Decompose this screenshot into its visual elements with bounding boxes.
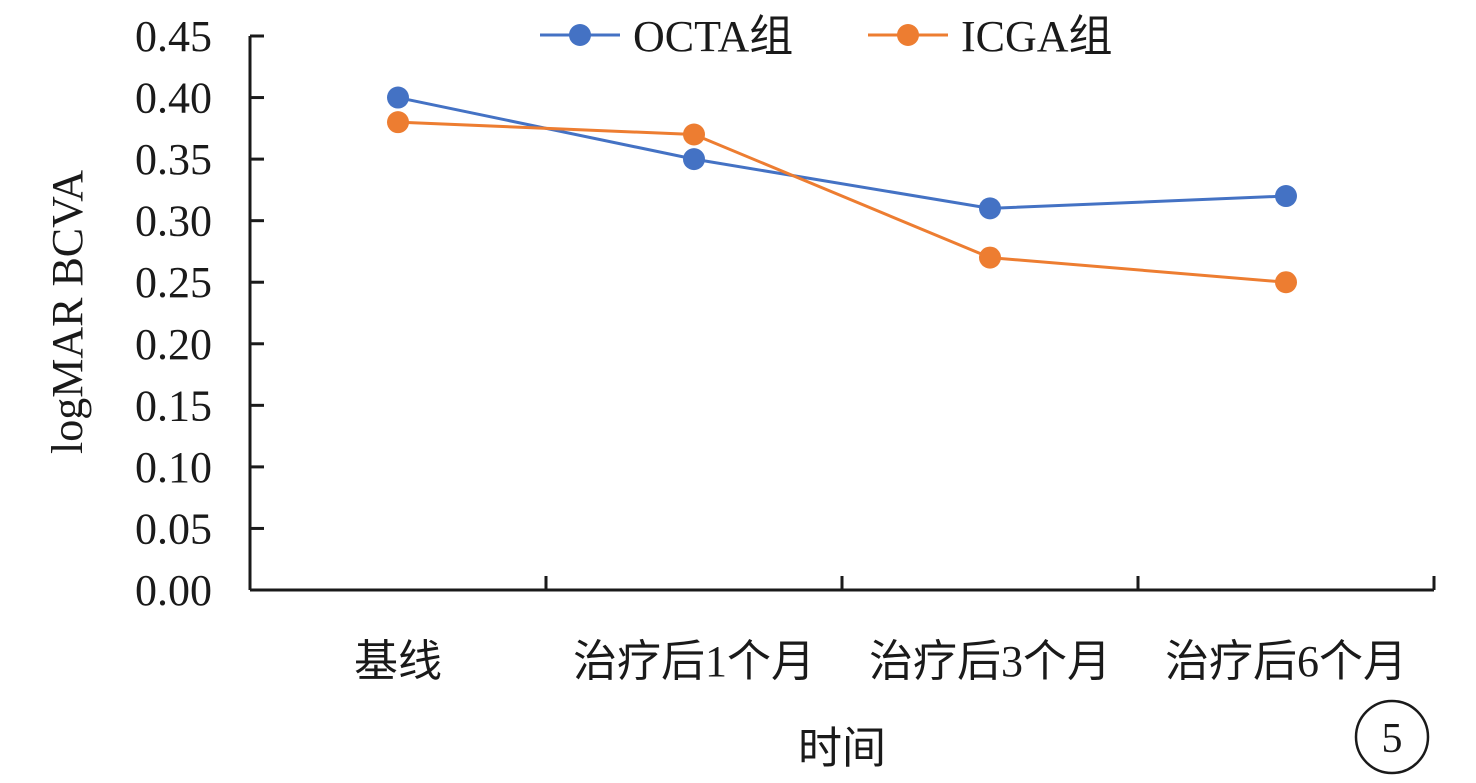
y-tick-label: 0.05 (135, 504, 212, 553)
data-point (683, 148, 705, 171)
y-axis: 0.00 0.05 0.10 0.15 0.20 0.25 0.30 0.35 0.40 0.45 (135, 12, 264, 615)
data-point (387, 111, 409, 134)
y-tick-label: 0.25 (135, 258, 212, 307)
x-tick-label: 基线 (354, 637, 442, 686)
y-tick-label: 0.20 (135, 320, 212, 369)
x-tick-label: 治疗后3个月 (869, 637, 1111, 686)
legend-item: OCTA组 (540, 12, 793, 61)
y-tick-label: 0.00 (135, 566, 212, 615)
legend-label: OCTA组 (633, 12, 793, 61)
x-tick-label: 治疗后6个月 (1165, 637, 1407, 686)
panel-badge-label: 5 (1382, 716, 1403, 762)
y-tick-label: 0.35 (135, 135, 212, 184)
legend: OCTA组 ICGA组 (540, 12, 1113, 61)
y-tick-label: 0.40 (135, 74, 212, 123)
x-tick-label: 治疗后1个月 (573, 637, 815, 686)
y-tick-label: 0.10 (135, 443, 212, 492)
data-point (387, 86, 409, 109)
series-line (397, 120, 1287, 284)
panel-badge-circle (1354, 699, 1430, 775)
legend-swatch-marker (569, 24, 591, 46)
data-point (979, 197, 1001, 220)
series-line (397, 96, 1287, 210)
series-layer (387, 86, 1297, 294)
legend-item: ICGA组 (868, 12, 1113, 61)
panel-badge: 5 (1354, 699, 1430, 775)
legend-swatch-marker (897, 24, 919, 46)
data-point (1275, 185, 1297, 208)
data-point (1275, 271, 1297, 294)
data-point (979, 246, 1001, 269)
y-tick-label: 0.45 (135, 12, 212, 61)
y-tick-label: 0.30 (135, 197, 212, 246)
data-point (683, 123, 705, 146)
x-axis: 基线 治疗后1个月 治疗后3个月 治疗后6个月 (250, 576, 1436, 686)
x-axis-title: 时间 (798, 724, 886, 773)
y-tick-label: 0.15 (135, 381, 212, 430)
y-axis-title: logMAR BCVA (43, 170, 92, 454)
legend-label: ICGA组 (961, 12, 1113, 61)
